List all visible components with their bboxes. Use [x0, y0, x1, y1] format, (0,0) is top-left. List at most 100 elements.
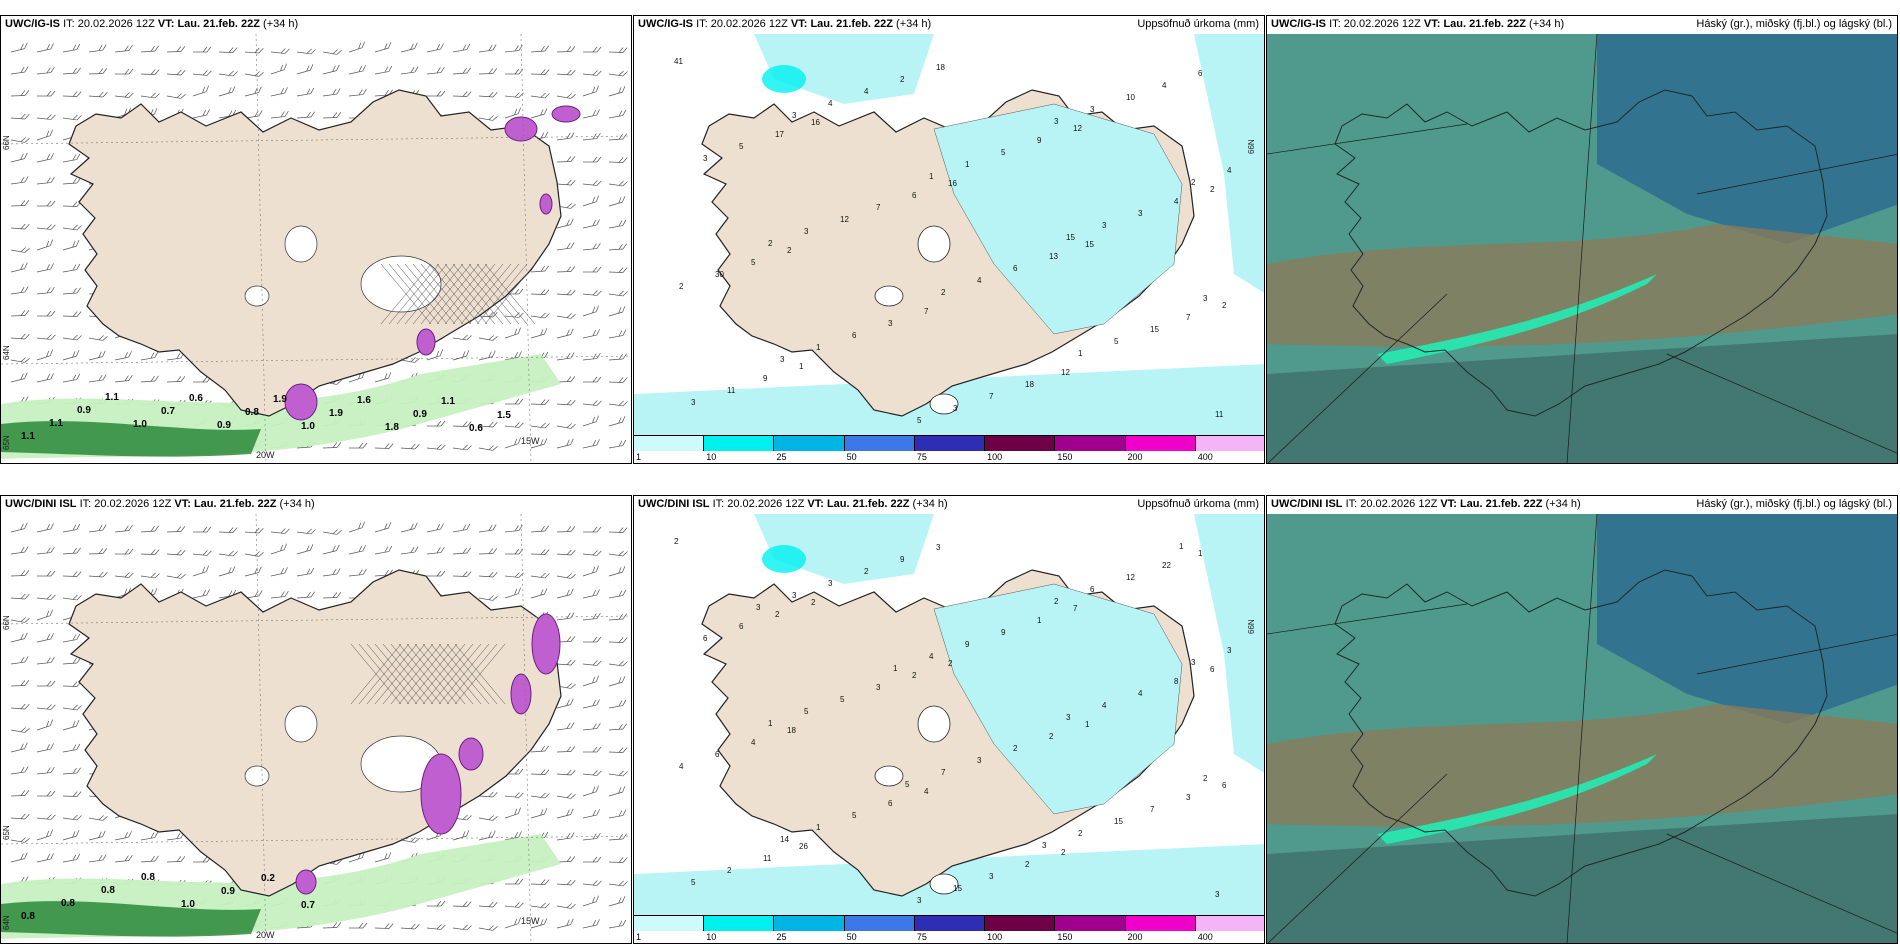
wind-barb — [115, 68, 134, 75]
barb-feather — [306, 528, 312, 534]
barb-feather — [596, 376, 602, 383]
barb-shaft — [36, 615, 51, 621]
barb-feather — [622, 291, 628, 297]
barb-shaft — [452, 835, 467, 841]
latitude-line — [1, 135, 631, 145]
wind-barb — [582, 612, 601, 621]
convective-streak — [1377, 754, 1657, 844]
barb-feather — [592, 133, 597, 140]
barb-feather — [124, 548, 130, 555]
barb-feather — [49, 349, 53, 356]
barb-feather — [462, 351, 466, 358]
barb-feather — [618, 180, 624, 186]
barb-feather — [436, 67, 441, 74]
barb-shaft — [88, 49, 103, 53]
wind-barb — [218, 47, 238, 53]
hatch-region — [350, 643, 506, 705]
precip-value-label: 2 — [1049, 732, 1054, 741]
barb-shaft — [62, 707, 77, 711]
barb-feather — [570, 832, 575, 839]
barb-feather — [24, 656, 29, 663]
barb-feather — [592, 676, 596, 684]
barb-feather — [50, 594, 56, 600]
barb-feather — [566, 203, 572, 208]
barb-shaft — [478, 597, 493, 601]
wind-barb — [608, 660, 628, 667]
barb-feather — [436, 547, 441, 554]
barb-feather — [517, 917, 521, 924]
precip-title: Uppsöfnuð úrkoma (mm) — [1135, 18, 1261, 30]
barb-feather — [592, 86, 596, 94]
barb-feather — [202, 110, 206, 117]
wind-barb — [88, 815, 108, 821]
gust-labels: 0.80.80.80.81.00.90.20.7 — [21, 872, 315, 922]
barb-feather — [544, 745, 549, 752]
barb-shaft — [244, 51, 259, 54]
barb-shaft — [608, 225, 623, 229]
barb-shaft — [608, 293, 623, 297]
barb-feather — [544, 879, 550, 885]
barb-feather — [46, 610, 50, 618]
barb-shaft — [400, 528, 415, 533]
barb-feather — [76, 43, 81, 50]
longitude-line — [520, 514, 532, 943]
barb-feather — [570, 313, 576, 319]
wind-barb — [36, 814, 56, 820]
colorbar-tick-label: 100 — [987, 932, 1003, 942]
barb-shaft — [10, 839, 25, 843]
barb-feather — [488, 445, 494, 450]
wind-barb — [582, 880, 602, 886]
wind-barb — [244, 566, 262, 577]
wind-barb — [582, 109, 600, 119]
snow-blob — [510, 673, 532, 715]
barb-feather — [258, 528, 264, 534]
barb-feather — [462, 44, 467, 51]
precip-value-label: 12 — [1073, 124, 1082, 133]
barb-shaft — [504, 425, 519, 428]
barb-feather — [124, 855, 129, 862]
wind-barb — [348, 521, 365, 533]
barb-feather — [566, 683, 572, 688]
wind-barb — [400, 923, 420, 930]
barb-shaft — [244, 92, 259, 97]
wind-barb — [582, 565, 599, 577]
barb-feather — [20, 593, 26, 599]
hatch-line — [366, 643, 418, 705]
wind-barb — [322, 529, 342, 535]
barb-feather — [622, 416, 626, 423]
barb-feather — [154, 351, 159, 358]
wind-barb — [322, 442, 342, 449]
latitude-label: 66N — [2, 615, 11, 630]
barb-shaft — [140, 95, 155, 99]
wind-barb — [556, 903, 576, 909]
barb-feather — [570, 808, 574, 815]
precip-value-label: 3 — [780, 355, 785, 364]
precip-value-label: 1 — [1037, 616, 1042, 625]
wind-barb — [88, 350, 106, 361]
barb-shaft — [296, 51, 311, 55]
barb-shaft — [10, 528, 25, 533]
barb-feather — [128, 374, 133, 381]
wind-barb — [452, 67, 471, 75]
barb-shaft — [62, 379, 77, 383]
barb-shaft — [270, 572, 285, 577]
barb-feather — [488, 44, 493, 51]
wind-barb — [10, 632, 28, 643]
barb-shaft — [556, 444, 571, 449]
barb-shaft — [192, 73, 207, 76]
wind-barb — [374, 522, 392, 533]
barb-feather — [310, 87, 315, 94]
barb-shaft — [62, 292, 77, 295]
barb-feather — [592, 416, 596, 424]
precip-value-label: 3 — [1054, 117, 1059, 126]
barb-shaft — [400, 839, 415, 843]
longitude-line — [520, 34, 532, 463]
barb-feather — [180, 856, 186, 862]
barb-shaft — [36, 337, 51, 340]
wind-barb — [504, 587, 521, 599]
barb-feather — [518, 92, 524, 98]
barb-feather — [384, 853, 388, 860]
wind-barb — [62, 67, 81, 75]
precip-value-label: 1 — [1179, 542, 1184, 551]
wind-barb — [37, 790, 56, 797]
